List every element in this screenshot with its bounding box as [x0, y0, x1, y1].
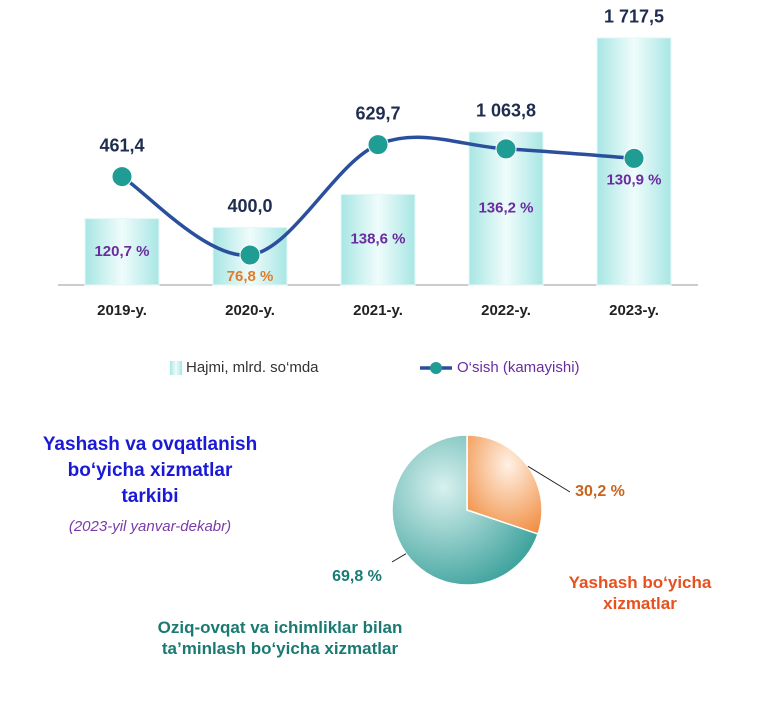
x-tick-label: 2019-y. [97, 302, 147, 319]
line-point [111, 166, 133, 188]
leader-line [391, 553, 407, 563]
x-tick-label: 2023-y. [609, 302, 659, 319]
pie-value-label: 69,8 % [332, 568, 382, 585]
bar-value-label: 1 717,5 [604, 7, 664, 27]
legend-label: Hajmi, mlrd. so‘mda [186, 359, 319, 376]
x-tick-label: 2021-y. [353, 302, 403, 319]
pie-slice [466, 434, 543, 536]
line-point [367, 134, 389, 156]
legend-swatch [430, 362, 442, 374]
growth-label: 136,2 % [478, 199, 533, 216]
bar [340, 193, 416, 286]
x-tick-label: 2020-y. [225, 302, 275, 319]
growth-label: 120,7 % [94, 243, 149, 260]
pie-value-label: 30,2 % [575, 483, 625, 500]
pie-subtitle: (2023-yil yanvar-dekabr) [68, 518, 232, 535]
line-point [239, 244, 261, 266]
line-point [623, 147, 645, 169]
pie-category-label: Oziq-ovqat va ichimliklar bilan ta’minla… [157, 618, 403, 658]
growth-label: 130,9 % [606, 171, 661, 188]
growth-label: 76,8 % [227, 268, 274, 285]
bar-value-label: 400,0 [227, 196, 272, 216]
legend-label: O‘sish (kamayishi) [457, 359, 580, 376]
pie-category-label: Yashash bo‘yicha xizmatlar [568, 573, 712, 613]
bar [84, 218, 160, 286]
x-tick-label: 2022-y. [481, 302, 531, 319]
line-point [495, 138, 517, 160]
leader-line [527, 465, 571, 493]
growth-label: 138,6 % [350, 231, 405, 248]
bar-value-label: 1 063,8 [476, 101, 536, 121]
legend-swatch [170, 361, 182, 375]
bar-value-label: 629,7 [355, 103, 400, 123]
bar-value-label: 461,4 [99, 135, 144, 155]
pie-title: Yashash va ovqatlanish bo‘yicha xizmatla… [42, 434, 258, 507]
